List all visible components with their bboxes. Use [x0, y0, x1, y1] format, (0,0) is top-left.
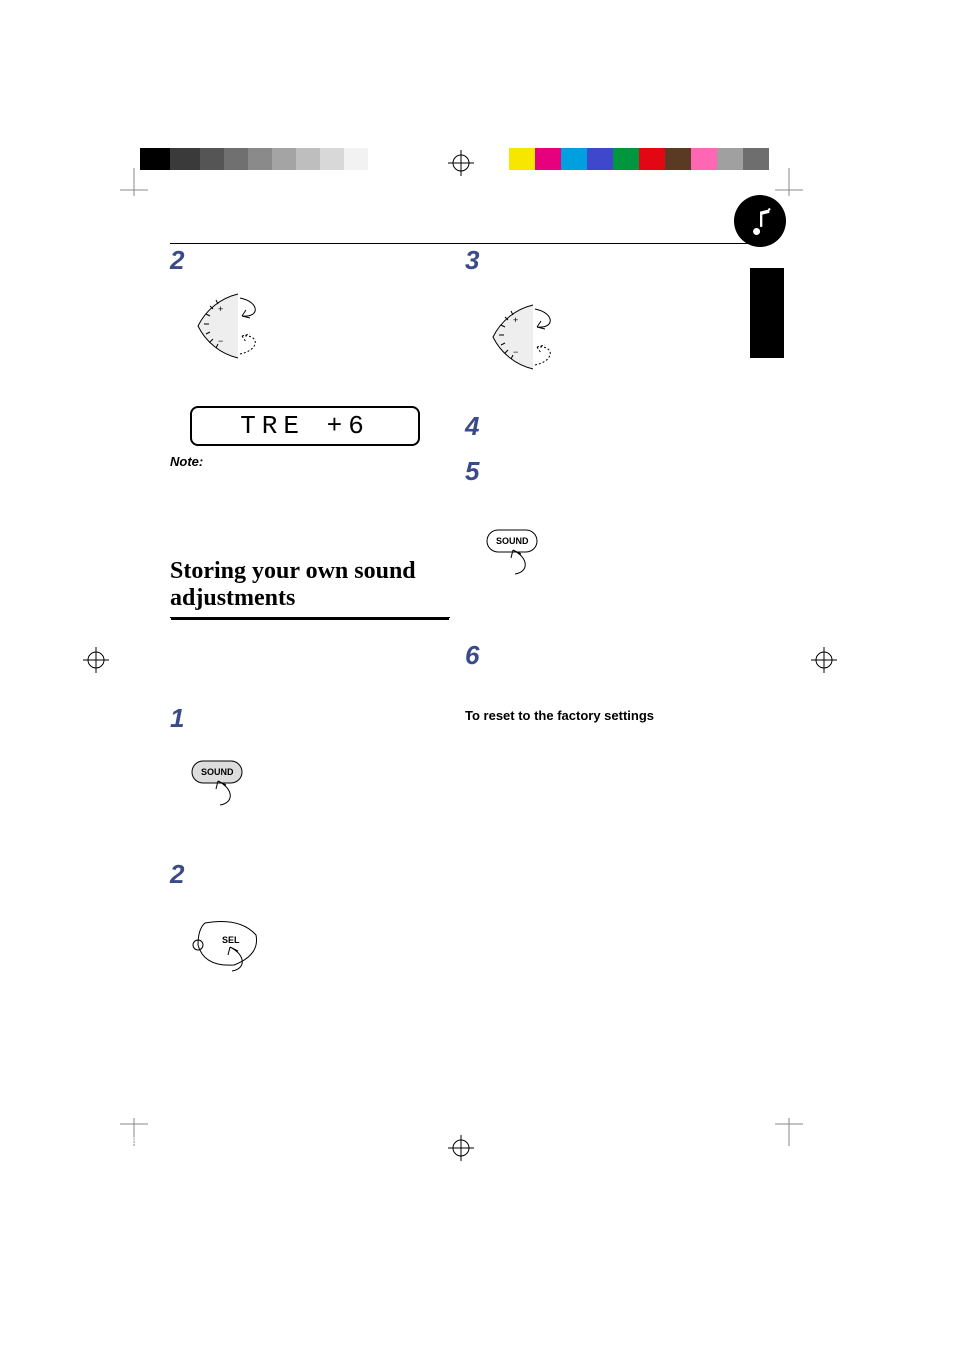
swatch-right-9	[743, 148, 769, 170]
step-4-text: Repeat steps 2 and 3 to adjust the other…	[493, 413, 745, 442]
swatch-right-2	[561, 148, 587, 170]
color-bar-left	[140, 148, 392, 170]
step-3: 3 Adjust the bass or treble level or tur…	[465, 245, 745, 287]
step-3-caption: See page 15 for details.	[489, 390, 745, 405]
swatch-right-7	[691, 148, 717, 170]
swatch-left-4	[248, 148, 272, 170]
step-3-text: Adjust the bass or treble level or turn …	[493, 247, 745, 287]
swatch-left-7	[320, 148, 344, 170]
note-body: Normally the ▲ and ▼ buttons work as the…	[170, 473, 450, 519]
step-3-number: 3	[465, 245, 479, 287]
reset-body: Repeat the same procedure and reassign t…	[465, 727, 745, 760]
section-body-storing: You can adjust the sound characteristics…	[170, 632, 450, 682]
swatch-left-1	[170, 148, 200, 170]
volume-dial-illustration: + −	[190, 290, 268, 362]
swatch-right-3	[587, 148, 613, 170]
step-5-text: Press and hold SOUND until the sound mod…	[493, 458, 745, 514]
left-column: 2 Adjust the level. + − Ex.: When you ad…	[170, 245, 450, 988]
swatch-right-1	[535, 148, 561, 170]
step-2b: 2 Select "BAS" (bass), "TRE" (treble), o…	[170, 859, 450, 901]
page-number: 15	[458, 1121, 471, 1135]
swatch-left-9	[368, 148, 392, 170]
registration-mark-bottom	[448, 1135, 474, 1161]
swatch-right-8	[717, 148, 743, 170]
registration-mark-right	[811, 647, 837, 673]
step-6-number: 6	[465, 640, 479, 682]
section-heading-storing: Storing your own sound adjustments	[170, 558, 450, 618]
swatch-left-3	[224, 148, 248, 170]
step-2-text: Adjust the level.	[198, 247, 450, 276]
note-label: Note:	[170, 454, 450, 469]
crop-mark-br	[775, 1118, 803, 1146]
sound-button-label-2: SOUND	[496, 536, 529, 546]
swatch-right-0	[509, 148, 535, 170]
registration-mark-top	[448, 150, 474, 176]
step-5-number: 5	[465, 456, 479, 514]
crop-mark-tl	[120, 168, 148, 196]
swatch-left-2	[200, 148, 224, 170]
right-column: 3 Adjust the bass or treble level or tur…	[465, 245, 745, 760]
svg-text:+: +	[218, 304, 223, 314]
reset-heading: To reset to the factory settings	[465, 708, 745, 723]
step-4: 4 Repeat steps 2 and 3 to adjust the oth…	[465, 411, 745, 442]
sound-button-label-1: SOUND	[201, 767, 234, 777]
sel-button-label: SEL	[222, 935, 240, 945]
step-6-text: Repeat the same procedure to store other…	[493, 642, 745, 682]
step-1-caption: "M" flashes on the display.	[194, 826, 450, 841]
swatch-left-5	[272, 148, 296, 170]
lcd-caption: Ex.: When you adjust "TRE" (treble)	[194, 379, 450, 394]
step-6: 6 Repeat the same procedure to store oth…	[465, 640, 745, 682]
section-tab-icon	[734, 195, 786, 247]
crop-mark-tr	[775, 168, 803, 196]
step-2b-text: Select "BAS" (bass), "TRE" (treble), or …	[198, 861, 450, 901]
lcd-display: TRE +6	[190, 406, 420, 446]
registration-mark-left	[83, 647, 109, 673]
step-2: 2 Adjust the level.	[170, 245, 450, 276]
svg-text:+: +	[513, 315, 518, 325]
footer-imprint: EN14-19.KS-F315_F185[E]/f 01.4.23, 9:10 …	[88, 1136, 287, 1146]
swatch-right-5	[639, 148, 665, 170]
step-1-text: Press and hold SOUND for more than 2 sec…	[198, 705, 450, 745]
svg-text:−: −	[218, 336, 223, 346]
page-rule-top	[170, 243, 760, 244]
sound-button-illustration-2: SOUND	[485, 528, 551, 578]
swatch-right-6	[665, 148, 691, 170]
step-2b-number: 2	[170, 859, 184, 901]
swatch-left-0	[140, 148, 170, 170]
step-1: 1 Press and hold SOUND for more than 2 s…	[170, 703, 450, 745]
swatch-left-6	[296, 148, 320, 170]
volume-dial-illustration-2: + −	[485, 301, 563, 373]
step-5: 5 Press and hold SOUND until the sound m…	[465, 456, 745, 514]
sel-button-illustration: SEL	[190, 915, 270, 975]
step-2-number: 2	[170, 245, 184, 276]
color-bar-right	[509, 148, 769, 170]
step-4-number: 4	[465, 411, 479, 442]
swatch-right-4	[613, 148, 639, 170]
svg-text:−: −	[513, 347, 518, 357]
step-1-number: 1	[170, 703, 184, 745]
sound-button-illustration-1: SOUND	[190, 759, 256, 809]
step-5-caption: Your adjustment made for the selected so…	[489, 595, 745, 626]
swatch-left-8	[344, 148, 368, 170]
